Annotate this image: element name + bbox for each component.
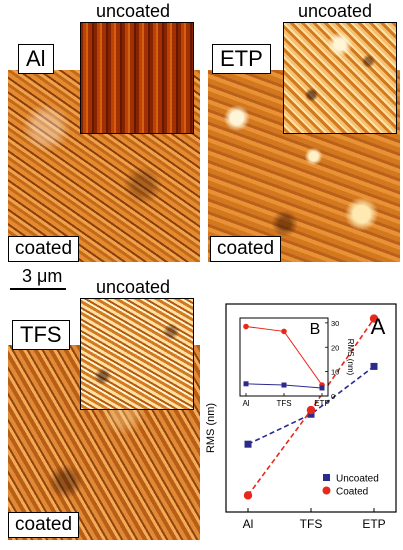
- al-uncoated-afm-image: [80, 22, 194, 134]
- chart-b-panel-label: B: [310, 321, 321, 338]
- chart-b-y-tick-label: 30: [331, 319, 339, 328]
- chart-a-legend-marker: [323, 474, 330, 481]
- chart-a-point-uncoated: [244, 440, 252, 448]
- chart-a-legend-label: Uncoated: [336, 474, 379, 485]
- tfs-uncoated-afm-image: [80, 298, 194, 410]
- chart-b-point-uncoated: [319, 385, 325, 391]
- chart-b-point-uncoated: [243, 381, 249, 387]
- tfs-uncoated-label: uncoated: [96, 277, 171, 297]
- chart-b-y-tick-label: 10: [331, 368, 339, 377]
- scale-bar-label: 3 μm: [22, 266, 63, 286]
- chart-a-x-tick-label: ETP: [362, 517, 385, 531]
- chart-a-point-coated: [306, 405, 316, 415]
- etp-uncoated-label: uncoated: [298, 1, 373, 21]
- chart-a-point-uncoated: [370, 362, 378, 370]
- chart-a-y-axis-label: RMS (nm): [205, 403, 217, 453]
- chart-a-point-coated: [369, 314, 379, 323]
- scale-bar: [10, 288, 66, 290]
- chart-b-y-axis-label: RMS (nm): [346, 339, 355, 376]
- chart-a-panel-label: A: [371, 314, 386, 339]
- chart-b-x-tick-label: TFS: [276, 399, 291, 408]
- chart-a-legend-label: Coated: [336, 487, 368, 498]
- chart-a-x-tick-label: Al: [243, 517, 254, 531]
- etp-uncoated-inset-border: [283, 22, 397, 134]
- chart-b-point-uncoated: [281, 382, 287, 388]
- chart-b-point-coated: [243, 323, 249, 330]
- chart-b-y-tick-label: 0: [331, 392, 335, 401]
- al-panel-label: Al: [18, 44, 54, 74]
- tfs-uncoated-inset-border: [80, 298, 194, 410]
- chart-a-series-line-uncoated: [247, 365, 375, 445]
- chart-b-x-tick-label: Al: [242, 399, 249, 408]
- etp-uncoated-afm-image: [283, 22, 397, 134]
- etp-coated-label: coated: [210, 236, 282, 262]
- tfs-panel-label: TFS: [12, 320, 70, 350]
- al-uncoated-inset-border: [80, 22, 194, 134]
- etp-panel-label: ETP: [212, 44, 271, 74]
- chart-b-x-tick-label: ETP: [314, 399, 330, 408]
- chart-b-point-coated: [281, 328, 287, 335]
- al-uncoated-label: uncoated: [96, 1, 171, 21]
- chart-a-point-coated: [243, 491, 253, 500]
- chart-a-legend-marker: [322, 486, 331, 495]
- chart-b-y-tick-label: 20: [331, 343, 339, 352]
- tfs-coated-label: coated: [8, 512, 80, 538]
- chart-a-x-tick-label: TFS: [300, 517, 323, 531]
- al-coated-label: coated: [8, 236, 80, 262]
